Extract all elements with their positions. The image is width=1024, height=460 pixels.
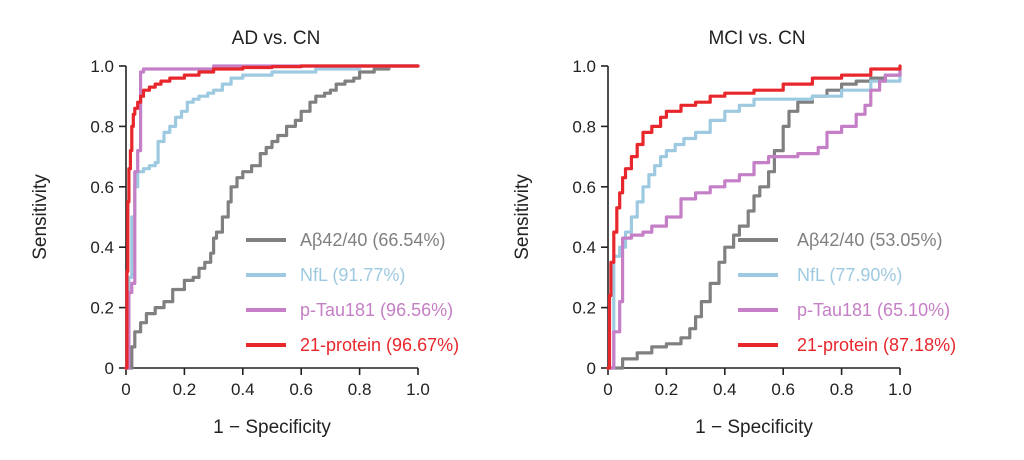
chart-title: MCI vs. CN bbox=[708, 28, 805, 49]
y-tick-label: 0.4 bbox=[90, 238, 114, 257]
x-tick-label: 0.6 bbox=[289, 380, 313, 399]
x-tick-label: 1.0 bbox=[888, 380, 912, 399]
x-tick-label: 0.4 bbox=[713, 380, 737, 399]
roc-panel-mci-vs-cn: MCI vs. CN 0 0.2 0.4 0.6 0.8 1.0 0 0.2 0.4 0.6 0.8 1… bbox=[512, 28, 956, 438]
roc-curve-p-tau181 bbox=[606, 67, 902, 370]
y-tick-label: 0.2 bbox=[90, 299, 114, 318]
y-tick-label: 0 bbox=[587, 359, 596, 378]
roc-curve-21-protein bbox=[124, 64, 420, 370]
legend-label: 21-protein (96.67%) bbox=[300, 335, 459, 355]
x-tick-label: 0.2 bbox=[173, 380, 197, 399]
x-tick-label: 0 bbox=[121, 380, 130, 399]
x-tick-label: 0.8 bbox=[348, 380, 372, 399]
roc-curve-p-tau181 bbox=[124, 64, 420, 370]
y-tick-label: 1.0 bbox=[90, 57, 114, 76]
x-axis-label: 1 − Specificity bbox=[213, 417, 331, 438]
legend-label: Aβ42/40 (53.05%) bbox=[797, 230, 942, 250]
roc-curve-a-42-40 bbox=[124, 64, 420, 370]
x-tick-label: 0.8 bbox=[830, 380, 854, 399]
x-tick-label: 0.6 bbox=[771, 380, 795, 399]
legend-label: p-Tau181 (65.10%) bbox=[797, 300, 950, 320]
y-tick-label: 0.4 bbox=[572, 238, 596, 257]
x-tick-label: 1.0 bbox=[406, 380, 430, 399]
y-tick-label: 0.8 bbox=[572, 117, 596, 136]
roc-curve-21-protein bbox=[606, 64, 902, 370]
legend-label: Aβ42/40 (66.54%) bbox=[300, 230, 445, 250]
y-tick-label: 0.2 bbox=[572, 299, 596, 318]
y-axis-label: Sensitivity bbox=[512, 174, 533, 260]
x-tick-label: 0.4 bbox=[231, 380, 255, 399]
roc-curve-nfl bbox=[606, 73, 902, 370]
chart-title: AD vs. CN bbox=[232, 28, 321, 49]
y-tick-label: 0.6 bbox=[572, 178, 596, 197]
x-tick-label: 0.2 bbox=[655, 380, 679, 399]
x-tick-label: 0 bbox=[603, 380, 612, 399]
legend-label: NfL (77.90%) bbox=[797, 265, 902, 285]
y-tick-label: 1.0 bbox=[572, 57, 596, 76]
y-tick-label: 0.8 bbox=[90, 117, 114, 136]
legend-label: NfL (91.77%) bbox=[300, 265, 405, 285]
y-tick-label: 0.6 bbox=[90, 178, 114, 197]
legend-label: 21-protein (87.18%) bbox=[797, 335, 956, 355]
x-axis-label: 1 − Specificity bbox=[695, 417, 813, 438]
roc-curve-nfl bbox=[124, 64, 420, 370]
roc-curve-a-42-40 bbox=[606, 70, 902, 370]
legend-label: p-Tau181 (96.56%) bbox=[300, 300, 453, 320]
y-tick-label: 0 bbox=[105, 359, 114, 378]
y-axis-label: Sensitivity bbox=[30, 174, 51, 260]
roc-panel-ad-vs-cn: AD vs. CN 0 0.2 0.4 0.6 0.8 1.0 0 0.2 0.4 0.6 0.8 1.… bbox=[30, 28, 459, 438]
